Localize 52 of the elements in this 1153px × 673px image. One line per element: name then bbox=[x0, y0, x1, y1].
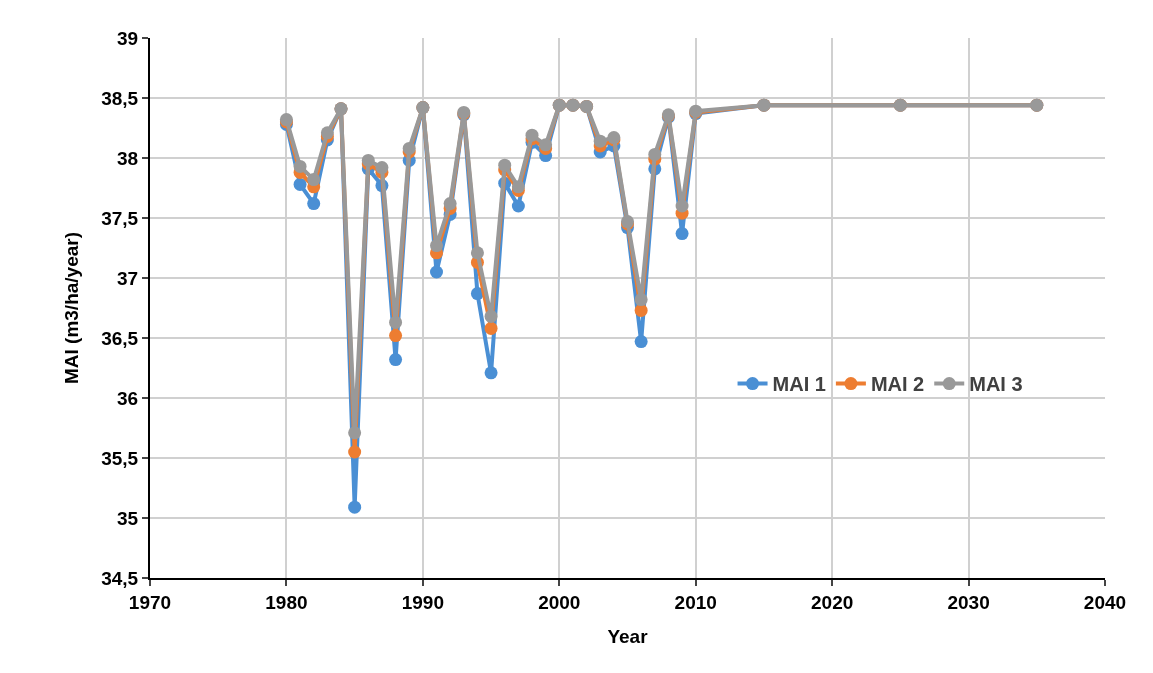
point bbox=[511, 199, 525, 213]
point bbox=[593, 134, 607, 148]
y-tick-label: 35,5 bbox=[101, 447, 139, 469]
point bbox=[348, 426, 362, 440]
point bbox=[675, 227, 689, 241]
point bbox=[402, 141, 416, 155]
legend-label: MAI 1 bbox=[772, 373, 826, 396]
point bbox=[484, 366, 498, 380]
x-tick-label: 2000 bbox=[538, 591, 581, 613]
point bbox=[498, 158, 512, 172]
point bbox=[443, 197, 457, 211]
point bbox=[307, 173, 321, 187]
point bbox=[484, 321, 498, 335]
y-tick-label: 36,5 bbox=[101, 327, 139, 349]
point bbox=[648, 147, 662, 161]
point bbox=[470, 246, 484, 260]
y-tick-label: 38,5 bbox=[101, 87, 139, 109]
legend-label: MAI 2 bbox=[870, 373, 925, 396]
point bbox=[525, 128, 539, 142]
x-axis-title: Year bbox=[607, 626, 649, 648]
point bbox=[361, 153, 375, 167]
point bbox=[634, 293, 648, 307]
x-tick-label: 1980 bbox=[265, 591, 308, 613]
point bbox=[348, 500, 362, 514]
y-tick-label: 37 bbox=[117, 267, 139, 289]
y-tick-label: 35 bbox=[117, 507, 139, 529]
y-tick-label: 36 bbox=[117, 387, 139, 409]
point bbox=[430, 239, 443, 253]
point bbox=[389, 353, 403, 367]
x-tick-label: 1990 bbox=[401, 591, 444, 613]
x-tick-label: 1970 bbox=[128, 591, 172, 613]
point bbox=[348, 445, 362, 459]
point bbox=[389, 329, 403, 343]
point bbox=[675, 199, 689, 213]
point bbox=[293, 177, 307, 191]
y-tick-label: 38 bbox=[117, 147, 139, 169]
y-tick-label: 34,5 bbox=[101, 567, 139, 589]
legend-label: MAI 3 bbox=[969, 373, 1023, 396]
point bbox=[484, 309, 498, 323]
point bbox=[293, 159, 307, 173]
point bbox=[430, 265, 443, 279]
x-tick-label: 2020 bbox=[811, 591, 854, 613]
x-tick-label: 2040 bbox=[1083, 591, 1127, 613]
point bbox=[307, 197, 321, 211]
y-tick-label: 39 bbox=[117, 27, 139, 49]
x-tick-label: 2030 bbox=[947, 591, 990, 613]
point bbox=[634, 335, 648, 349]
point bbox=[389, 315, 403, 329]
point bbox=[375, 161, 389, 175]
y-axis-title: MAI (m3/ha/year) bbox=[60, 231, 82, 385]
y-tick-label: 37,5 bbox=[101, 207, 139, 229]
x-tick-label: 2010 bbox=[674, 591, 717, 613]
